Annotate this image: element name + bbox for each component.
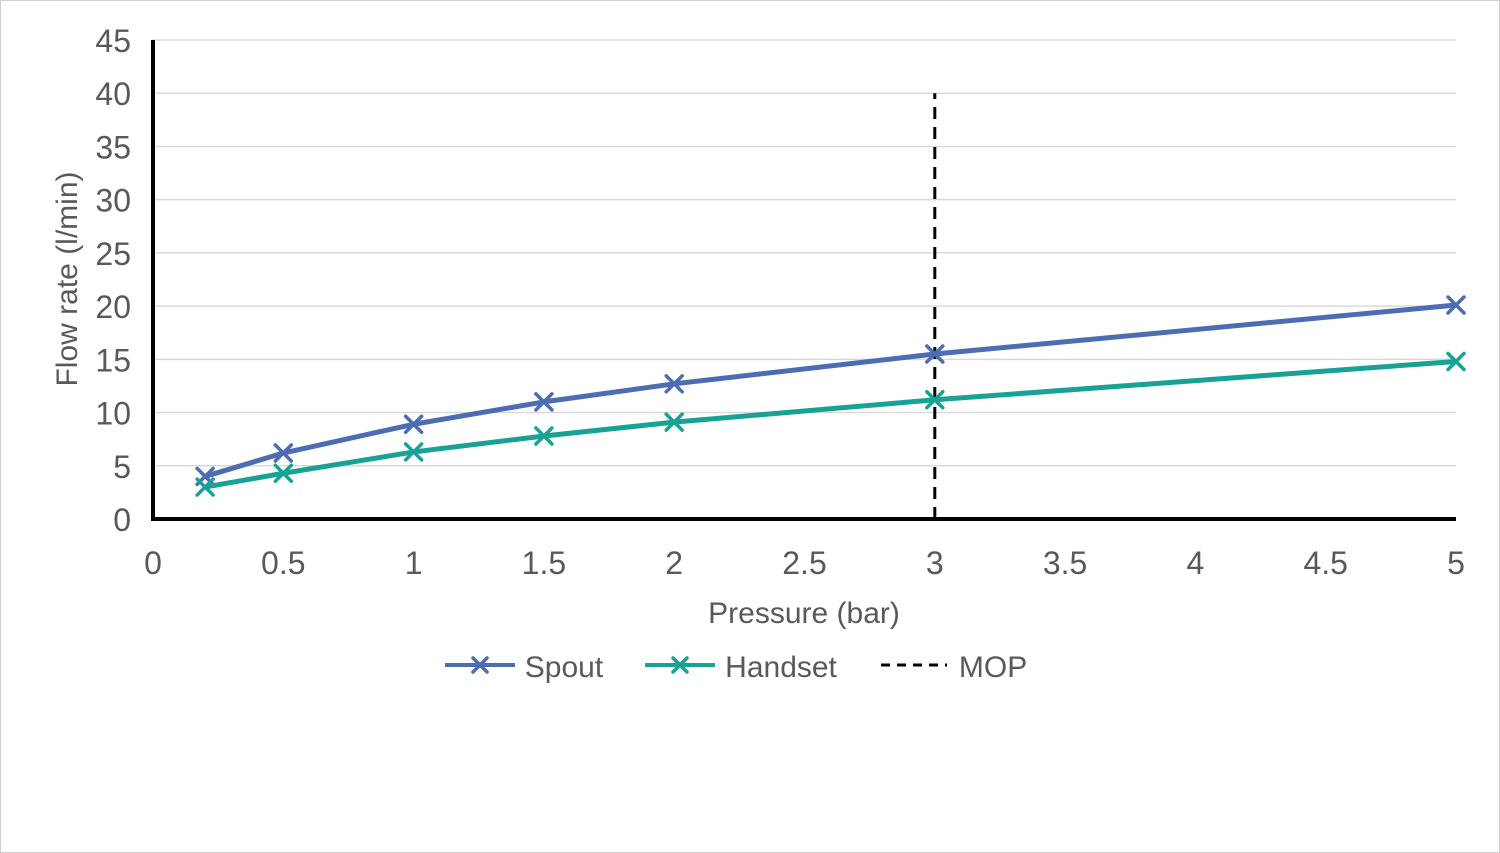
legend: Spout Handset MOP xyxy=(1,652,1471,683)
spout-line-x-marker-swatch xyxy=(444,652,515,683)
x-tick-label: 1.5 xyxy=(522,545,566,581)
x-tick-label: 0.5 xyxy=(261,545,305,581)
y-tick-label: 15 xyxy=(95,342,131,378)
legend-item-spout: Spout xyxy=(444,650,604,684)
spout-x-marker xyxy=(664,374,684,394)
x-tick-label: 4 xyxy=(1187,545,1205,581)
spout-x-marker xyxy=(925,344,945,364)
y-axis-title: Flow rate (l/min) xyxy=(51,171,84,386)
handset-x-marker xyxy=(534,426,554,446)
x-tick-label: 2 xyxy=(665,545,683,581)
plot-layer: 0 5 10 15 20 25 30 35 40 45 0 0.5 1 1.5 2 2.5 3 3.5 4 4.5 5 xyxy=(95,23,1466,581)
legend-item-mop: MOP xyxy=(879,652,1027,683)
handset-line-x-marker-swatch xyxy=(645,652,716,683)
y-tick-label: 20 xyxy=(95,289,131,325)
series-line-handset xyxy=(202,358,1459,490)
handset-x-marker xyxy=(273,463,294,483)
y-tick-label: 25 xyxy=(95,236,131,272)
y-tick-label: 30 xyxy=(95,183,131,219)
y-tick-label: 40 xyxy=(95,76,131,112)
legend-label-handset: Handset xyxy=(725,650,837,684)
y-tick-label: 5 xyxy=(113,449,131,485)
handset-x-marker xyxy=(925,390,945,410)
spout-x-marker xyxy=(1446,295,1466,315)
x-tick-label: 5 xyxy=(1447,545,1465,581)
spout-x-marker xyxy=(403,414,424,435)
x-tick-label: 4.5 xyxy=(1303,545,1347,581)
x-axis-title: Pressure (bar) xyxy=(708,597,900,630)
y-tick-label: 10 xyxy=(95,396,131,432)
x-tick-label: 2.5 xyxy=(782,545,826,581)
legend-line-glyph xyxy=(444,656,515,674)
legend-line-glyph xyxy=(645,656,716,674)
legend-label-spout: Spout xyxy=(524,650,604,684)
handset-x-marker xyxy=(664,412,684,432)
legend-label-mop: MOP xyxy=(958,650,1028,684)
mop-dashed-line-swatch xyxy=(879,652,949,683)
x-tick-label: 3 xyxy=(926,545,944,581)
handset-x-marker xyxy=(1446,351,1466,372)
legend-dashed-line-glyph xyxy=(880,663,947,667)
handset-x-marker xyxy=(195,477,215,497)
x-tick-label: 3.5 xyxy=(1043,545,1087,581)
legend-item-handset: Handset xyxy=(645,652,837,683)
x-tick-label: 1 xyxy=(405,545,423,581)
handset-x-marker xyxy=(403,442,424,462)
spout-x-marker xyxy=(534,392,554,412)
x-marker-icon xyxy=(671,656,689,674)
spout-x-marker xyxy=(273,443,294,463)
y-tick-label: 45 xyxy=(95,23,131,59)
y-tick-label: 0 xyxy=(113,502,131,538)
series-line-spout xyxy=(202,302,1459,479)
x-marker-icon xyxy=(471,656,489,674)
x-tick-label: 0 xyxy=(144,545,162,581)
y-tick-label: 35 xyxy=(95,129,131,165)
